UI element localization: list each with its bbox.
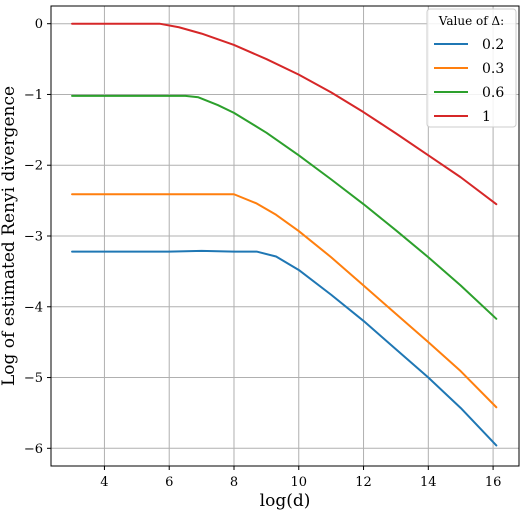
y-tick-label: 0 [35,17,43,32]
x-tick-label: 4 [100,475,108,490]
legend-box [426,8,517,128]
x-tick-label: 6 [165,475,173,490]
series-line-0.3 [71,193,498,409]
y-tick-label: −2 [24,159,43,174]
x-tick-label: 8 [230,475,238,490]
y-axis-label: Log of estimated Renyi divergence [0,86,19,386]
legend-label-1: 1 [482,109,491,125]
axis-ticks: 4 6 8 10 12 14 16 0 −1 −2 −3 −4 −5 −6 [24,17,502,490]
series-line-1 [71,22,498,206]
legend: Value of Δ: 0.2 0.3 0.6 1 [426,8,517,128]
legend-title: Value of Δ: [438,14,504,28]
y-tick-label: −4 [24,300,43,315]
legend-label-0.6: 0.6 [482,85,504,101]
series-line-0.2 [71,249,498,447]
legend-label-0.2: 0.2 [482,37,504,53]
y-tick-label: −3 [24,230,43,245]
y-tick-label: −6 [24,442,43,457]
x-tick-label: 16 [485,475,502,490]
y-tick-label: −5 [24,371,43,386]
x-tick-label: 12 [355,475,372,490]
x-tick-label: 14 [420,475,437,490]
legend-label-0.3: 0.3 [482,61,504,77]
x-axis-label: log(d) [260,491,311,511]
y-tick-label: −1 [24,88,43,103]
series-lines [71,22,498,447]
series-line-0.6 [71,94,498,320]
x-tick-label: 10 [290,475,307,490]
